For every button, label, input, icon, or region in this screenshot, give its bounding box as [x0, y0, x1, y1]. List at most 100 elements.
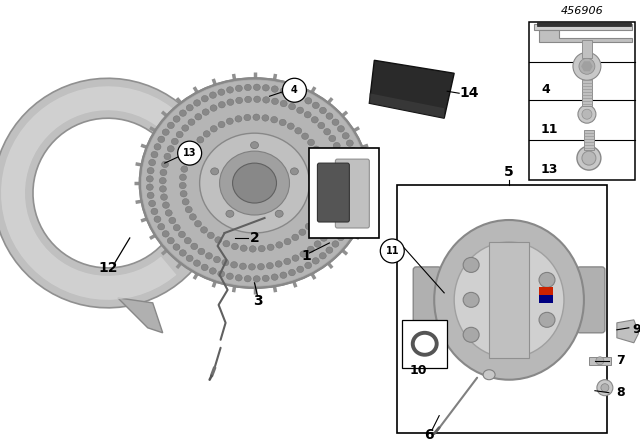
Ellipse shape: [275, 210, 283, 217]
Ellipse shape: [253, 114, 260, 121]
Ellipse shape: [163, 202, 170, 208]
Ellipse shape: [151, 151, 158, 158]
Ellipse shape: [186, 104, 193, 111]
Ellipse shape: [244, 276, 251, 282]
Ellipse shape: [253, 84, 260, 90]
Ellipse shape: [280, 272, 287, 279]
Ellipse shape: [319, 253, 326, 259]
Ellipse shape: [218, 271, 225, 277]
Text: 13: 13: [541, 163, 558, 176]
Ellipse shape: [355, 164, 362, 170]
Ellipse shape: [240, 245, 247, 251]
Ellipse shape: [157, 224, 164, 230]
Ellipse shape: [193, 260, 200, 267]
Ellipse shape: [337, 234, 344, 241]
Ellipse shape: [305, 98, 312, 104]
Ellipse shape: [312, 258, 319, 264]
Ellipse shape: [202, 109, 209, 115]
Ellipse shape: [232, 163, 276, 203]
Circle shape: [596, 357, 604, 365]
Ellipse shape: [287, 123, 294, 129]
Bar: [589, 357, 611, 365]
Ellipse shape: [297, 266, 304, 272]
Ellipse shape: [340, 198, 348, 205]
Ellipse shape: [292, 255, 299, 261]
Ellipse shape: [322, 169, 329, 176]
FancyBboxPatch shape: [317, 163, 349, 222]
Ellipse shape: [289, 103, 296, 110]
Ellipse shape: [337, 150, 344, 156]
Ellipse shape: [182, 125, 189, 131]
Ellipse shape: [355, 196, 361, 203]
Ellipse shape: [227, 118, 234, 125]
Ellipse shape: [342, 227, 349, 234]
Ellipse shape: [311, 116, 318, 123]
Ellipse shape: [197, 137, 204, 143]
Ellipse shape: [267, 244, 274, 250]
Ellipse shape: [195, 220, 202, 227]
Ellipse shape: [191, 243, 198, 250]
Ellipse shape: [289, 269, 296, 276]
Ellipse shape: [201, 264, 208, 271]
Ellipse shape: [183, 158, 190, 164]
Ellipse shape: [300, 251, 307, 257]
Ellipse shape: [182, 198, 189, 205]
Text: 9: 9: [632, 323, 640, 336]
Text: 10: 10: [409, 364, 427, 377]
Ellipse shape: [159, 185, 166, 192]
Ellipse shape: [200, 227, 207, 233]
Ellipse shape: [337, 125, 344, 132]
Ellipse shape: [319, 202, 326, 208]
Ellipse shape: [236, 97, 243, 103]
Ellipse shape: [434, 220, 584, 380]
Ellipse shape: [181, 166, 188, 172]
Ellipse shape: [230, 262, 237, 268]
Ellipse shape: [200, 133, 309, 233]
Ellipse shape: [227, 86, 234, 93]
Ellipse shape: [342, 133, 349, 139]
Ellipse shape: [262, 275, 269, 282]
Ellipse shape: [313, 146, 319, 152]
Ellipse shape: [147, 176, 154, 182]
Ellipse shape: [342, 190, 349, 197]
Bar: [397, 185, 607, 433]
Ellipse shape: [250, 142, 259, 149]
Bar: [309, 148, 380, 238]
Ellipse shape: [262, 85, 269, 91]
Ellipse shape: [244, 114, 251, 121]
Bar: [489, 242, 529, 358]
Ellipse shape: [280, 100, 287, 107]
Ellipse shape: [179, 182, 186, 189]
Ellipse shape: [207, 232, 214, 239]
Ellipse shape: [173, 224, 180, 231]
Ellipse shape: [356, 180, 363, 186]
Bar: [529, 22, 635, 180]
Ellipse shape: [312, 102, 319, 108]
Ellipse shape: [173, 244, 180, 250]
Ellipse shape: [295, 128, 301, 134]
Ellipse shape: [342, 174, 349, 181]
Ellipse shape: [338, 207, 345, 213]
Polygon shape: [539, 30, 632, 42]
Ellipse shape: [307, 246, 314, 253]
Text: 14: 14: [460, 86, 479, 100]
Ellipse shape: [271, 274, 278, 280]
Bar: [584, 130, 594, 150]
FancyBboxPatch shape: [413, 267, 441, 333]
Ellipse shape: [218, 89, 225, 95]
Text: 11: 11: [541, 123, 559, 136]
Ellipse shape: [161, 161, 168, 168]
Ellipse shape: [179, 231, 186, 237]
Ellipse shape: [289, 90, 296, 97]
Ellipse shape: [239, 263, 246, 270]
Ellipse shape: [271, 86, 278, 92]
Ellipse shape: [227, 273, 234, 280]
Text: 3: 3: [253, 294, 262, 308]
Ellipse shape: [305, 262, 312, 269]
Ellipse shape: [185, 207, 192, 213]
Ellipse shape: [176, 131, 183, 138]
Ellipse shape: [539, 272, 555, 287]
Ellipse shape: [154, 216, 161, 223]
Ellipse shape: [349, 212, 356, 219]
Ellipse shape: [271, 116, 278, 123]
